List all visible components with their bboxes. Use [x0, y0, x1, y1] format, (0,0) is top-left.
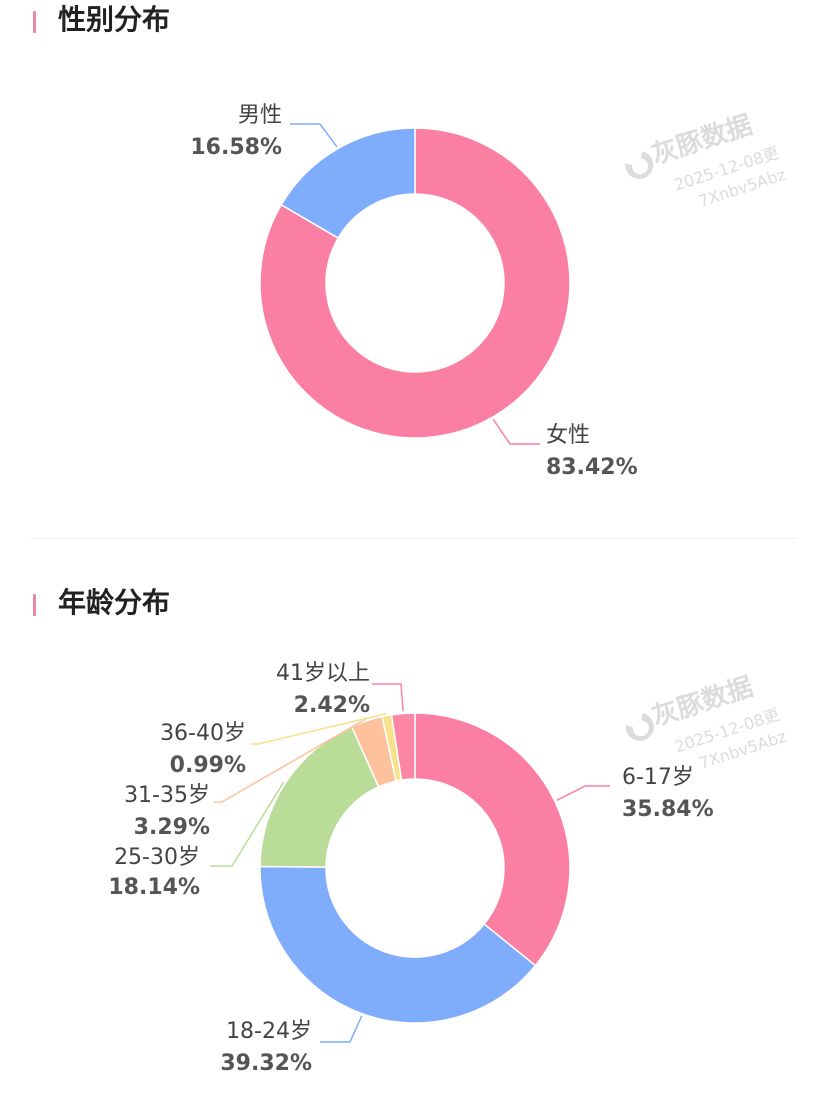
slice-age-5[interactable]	[390, 712, 416, 781]
gender-section-title: 性别分布	[58, 3, 171, 36]
leader-line	[320, 1015, 363, 1043]
slice-value-label: 0.99%	[170, 753, 246, 778]
slice-age-0[interactable]	[414, 712, 571, 967]
slice-value-label: 83.42%	[546, 455, 638, 480]
leader-line	[492, 418, 540, 445]
leader-line	[250, 712, 387, 745]
slice-value-label: 35.84%	[622, 797, 714, 822]
watermark: 灰豚数据 2025-12-08更 7Xnbv5Abz	[625, 110, 788, 211]
slice-category-label: 25-30岁	[114, 845, 200, 870]
leader-line	[556, 785, 610, 802]
leader-line	[372, 683, 404, 712]
leader-line	[290, 123, 338, 148]
slice-gender-0[interactable]	[259, 127, 571, 439]
slice-value-label: 2.42%	[294, 693, 370, 718]
watermark-logo-2	[625, 713, 654, 741]
slice-age-1[interactable]	[259, 865, 537, 1024]
section-divider	[30, 538, 797, 539]
slice-value-label: 3.29%	[134, 815, 210, 840]
slice-category-label: 女性	[546, 423, 590, 448]
age-donut-chart: 6-17岁 35.84% 18-24岁 39.32% 25-30岁 18.14% 31-35…	[108, 661, 788, 1076]
age-section-title: 年龄分布	[58, 586, 171, 619]
leader-line	[214, 718, 367, 803]
slice-age-2[interactable]	[259, 725, 380, 868]
slice-value-label: 39.32%	[220, 1051, 312, 1076]
age-title-accent	[33, 594, 36, 616]
slice-value-label: 16.58%	[190, 135, 282, 160]
slice-category-label: 6-17岁	[622, 765, 694, 790]
gender-donut-chart: 女性 83.42% 男性 16.58% 灰豚数据 2025-12-08更 7Xnbv5…	[190, 103, 788, 480]
slice-gender-1[interactable]	[280, 127, 416, 240]
watermark-logo	[625, 151, 654, 179]
slice-value-label: 18.14%	[108, 875, 200, 900]
leader-line	[210, 781, 285, 867]
slice-category-label: 31-35岁	[124, 783, 210, 808]
slice-category-label: 36-40岁	[160, 721, 246, 746]
gender-title-accent	[33, 11, 36, 33]
slice-category-label: 41岁以上	[276, 661, 370, 686]
slice-category-label: 18-24岁	[226, 1019, 312, 1044]
slice-category-label: 男性	[238, 103, 282, 128]
